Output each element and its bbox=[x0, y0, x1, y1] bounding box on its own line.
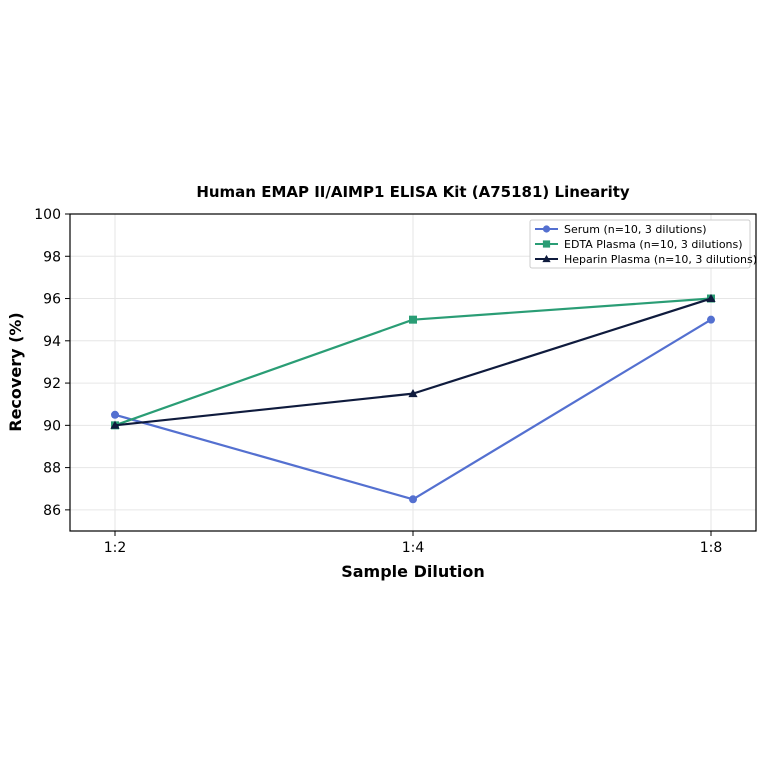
x-tick-label: 1:2 bbox=[104, 540, 127, 556]
series-marker-2 bbox=[706, 293, 716, 302]
y-axis-title: Recovery (%) bbox=[6, 312, 25, 431]
series-marker-1 bbox=[409, 315, 417, 324]
x-tick-label: 1:4 bbox=[402, 540, 425, 556]
legend-label: EDTA Plasma (n=10, 3 dilutions) bbox=[564, 238, 743, 251]
chart-title: Human EMAP II/AIMP1 ELISA Kit (A75181) L… bbox=[196, 183, 630, 201]
y-tick-label: 100 bbox=[34, 207, 61, 223]
x-axis-title: Sample Dilution bbox=[341, 562, 485, 581]
axis-layer: 86 88 90 92 94 96 98 100 1:2 1:4 1:8 bbox=[34, 207, 722, 556]
y-tick-label: 92 bbox=[43, 376, 61, 392]
series-marker-0 bbox=[111, 410, 119, 419]
legend-swatch-marker bbox=[542, 240, 551, 248]
legend-label: Heparin Plasma (n=10, 3 dilutions) bbox=[564, 253, 757, 266]
y-tick-label: 96 bbox=[43, 292, 61, 308]
legend: Serum (n=10, 3 dilutions) EDTA Plasma (n=… bbox=[529, 219, 757, 269]
x-tick-label: 1:8 bbox=[700, 540, 723, 556]
y-tick-label: 98 bbox=[43, 249, 61, 265]
series-marker-2 bbox=[110, 420, 120, 429]
legend-swatch-marker bbox=[542, 225, 551, 233]
y-tick-label: 90 bbox=[43, 418, 61, 434]
legend-swatch-marker bbox=[542, 254, 551, 263]
series-marker-2 bbox=[408, 389, 418, 398]
series-layer bbox=[110, 293, 716, 504]
legend-frame bbox=[529, 219, 751, 269]
legend-label: Serum (n=10, 3 dilutions) bbox=[564, 223, 707, 236]
y-tick-label: 88 bbox=[43, 461, 61, 477]
y-tick-label: 86 bbox=[43, 503, 61, 519]
series-marker-0 bbox=[707, 315, 715, 324]
y-tick-label: 94 bbox=[43, 334, 61, 350]
series-marker-0 bbox=[409, 495, 417, 504]
